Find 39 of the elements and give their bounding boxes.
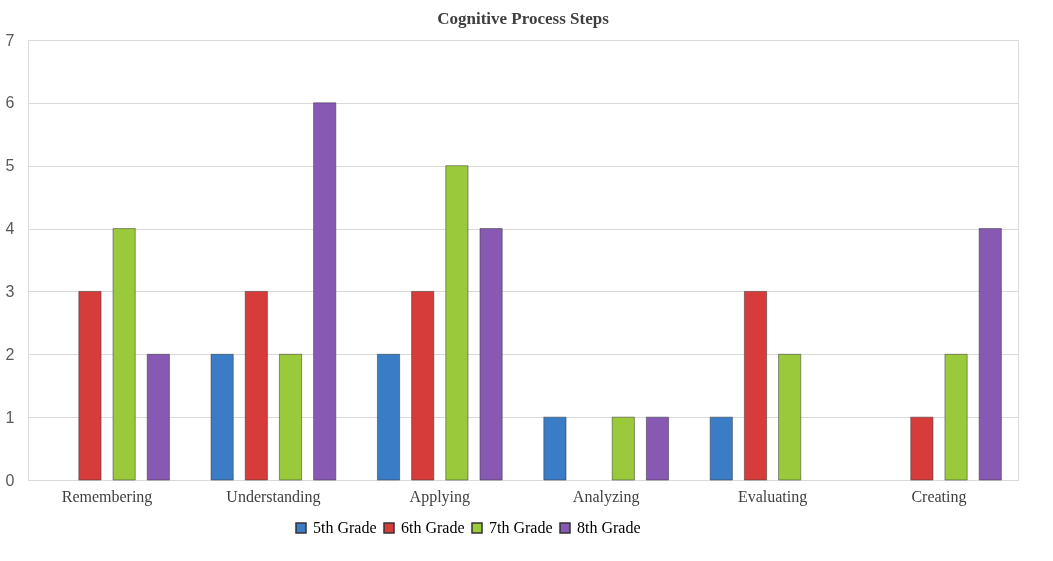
legend-label: 5th Grade [313, 519, 377, 536]
bar [411, 291, 435, 481]
bar [543, 416, 567, 481]
y-tick-label: 1 [5, 408, 15, 426]
bar [479, 228, 503, 481]
y-tick-label: 3 [5, 282, 15, 300]
legend-label: 8th Grade [577, 519, 641, 536]
bar [244, 291, 268, 481]
x-tick-label: Analyzing [572, 487, 640, 506]
y-tick-label: 5 [5, 157, 15, 175]
bar [445, 165, 469, 481]
x-tick-label: Remembering [61, 487, 153, 506]
bar [778, 354, 802, 481]
bar [112, 228, 136, 481]
x-tick-label: Applying [409, 487, 471, 506]
bar [978, 228, 1002, 481]
y-tick-label: 2 [5, 345, 15, 363]
bar [313, 102, 337, 481]
x-tick-label: Creating [911, 487, 967, 506]
bar [279, 354, 302, 481]
bar [611, 416, 635, 481]
bar [910, 416, 934, 481]
y-tick-label: 6 [5, 94, 15, 112]
x-tick-label: Evaluating [737, 487, 808, 506]
x-tick-label: Understanding [226, 487, 321, 506]
y-tick-label: 0 [5, 471, 15, 489]
bar [210, 354, 234, 481]
y-tick-label: 7 [5, 31, 15, 49]
chart-title: Cognitive Process Steps [437, 9, 610, 28]
bar [709, 416, 733, 481]
legend-label: 7th Grade [489, 519, 553, 536]
y-tick-label: 4 [5, 220, 15, 238]
bar [78, 291, 102, 481]
bar [744, 291, 767, 481]
bar [944, 354, 968, 481]
bar [146, 354, 170, 481]
legend-label: 6th Grade [401, 519, 465, 536]
bar [377, 354, 400, 481]
bar [646, 416, 669, 481]
